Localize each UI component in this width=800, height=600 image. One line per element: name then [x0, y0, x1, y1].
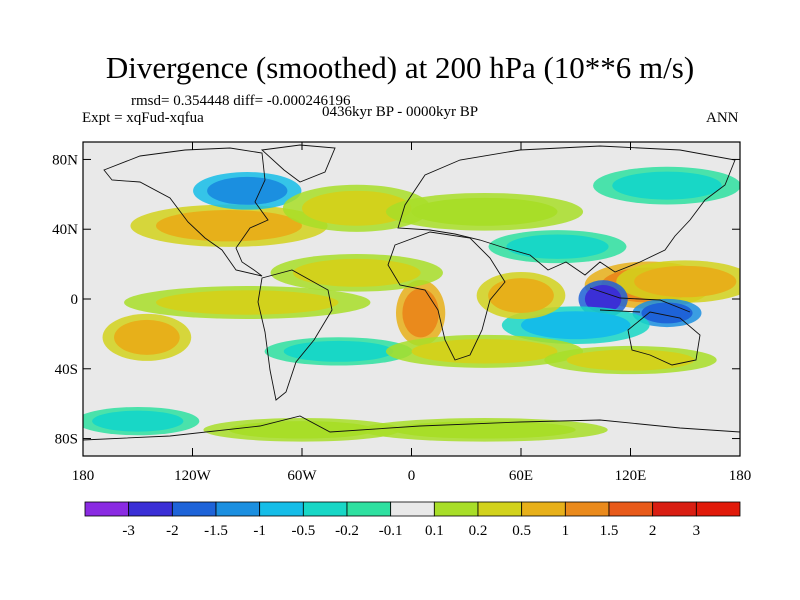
lon-label: 60E — [509, 468, 533, 484]
colorbar-label: -2 — [166, 523, 179, 539]
field-blob — [566, 349, 695, 371]
lon-label: 0 — [408, 468, 416, 484]
field-blob — [584, 285, 622, 313]
field-blob — [302, 190, 412, 226]
colorbar-box — [608, 501, 654, 517]
colorbar-box — [564, 501, 610, 517]
colorbar-box — [521, 501, 566, 517]
lon-label: 180 — [72, 468, 95, 484]
field-blob — [506, 234, 609, 259]
field-blob — [283, 340, 394, 362]
colorbar-label: -1 — [253, 523, 266, 539]
field-blob — [114, 319, 180, 355]
map-title: Divergence (smoothed) at 200 hPa (10**6 … — [105, 50, 695, 85]
coast-africa — [387, 231, 506, 361]
field-blob — [634, 265, 737, 298]
lon-label: 120E — [615, 468, 647, 484]
period-label: 0436kyr BP - 0000kyr BP — [322, 104, 479, 120]
lat-label: 80N — [52, 152, 78, 168]
lat-label: 80S — [55, 432, 78, 448]
colorbar-label: -0.1 — [379, 523, 403, 539]
colorbar-label: -3 — [122, 523, 135, 539]
field-blob — [411, 197, 558, 226]
field-blob — [207, 176, 288, 205]
field-blob — [156, 290, 339, 315]
colorbar-box — [84, 501, 130, 517]
colorbar-box — [128, 501, 173, 517]
colorbar-label: 1.5 — [600, 523, 619, 539]
colorbar: -3 -2 -1.5 -1 -0.5 -0.2 -0.1 0.1 0.2 0.5 1 1.5 2 3 — [84, 501, 741, 539]
colorbar-label: 3 — [693, 523, 701, 539]
field-blob — [292, 258, 421, 287]
lat-label: 40N — [52, 222, 78, 238]
field-blob — [92, 410, 184, 432]
field-blob — [612, 171, 722, 200]
colorbar-label: -1.5 — [204, 523, 228, 539]
colorbar-box — [215, 501, 261, 517]
lat-label: 40S — [55, 362, 78, 378]
field-blob — [402, 288, 439, 338]
coast-europe-asia — [397, 145, 736, 276]
season-label: ANN — [706, 110, 739, 126]
colorbar-box — [171, 501, 217, 517]
lon-label: 120W — [174, 468, 212, 484]
stats-line: rmsd= 0.354448 diff= -0.000246196 — [131, 93, 351, 109]
colorbar-label: 0.1 — [425, 523, 444, 539]
lat-label: 0 — [71, 292, 79, 308]
lon-label: 60W — [287, 468, 317, 484]
field-blob — [488, 278, 554, 313]
coast-australia — [627, 311, 701, 366]
colorbar-label: 1 — [562, 523, 570, 539]
colorbar-box — [390, 501, 435, 517]
field-blob — [411, 339, 558, 364]
coast-greenland — [260, 144, 336, 183]
colorbar-box — [477, 501, 523, 517]
colorbar-box — [652, 501, 697, 517]
coast-indonesia — [589, 287, 691, 313]
lon-label: 180 — [729, 468, 752, 484]
colorbar-box — [259, 501, 304, 517]
longitude-axis: 180 120W 60W 0 60E 120E 180 — [72, 142, 752, 484]
colorbar-box — [302, 501, 348, 517]
colorbar-box — [346, 501, 392, 517]
colorbar-box — [695, 501, 741, 517]
coastlines — [83, 144, 740, 441]
experiment-label: Expt = xqFud-xqfua — [82, 110, 204, 126]
coast-south-america — [257, 269, 333, 401]
colorbar-label: -0.2 — [335, 523, 359, 539]
colorbar-label: 0.2 — [469, 523, 488, 539]
field-blob — [156, 210, 302, 242]
colorbar-label: 0.5 — [512, 523, 531, 539]
colorbar-box — [433, 501, 479, 517]
coast-north-america — [103, 147, 269, 277]
field-blob — [521, 311, 631, 340]
coast-antarctica — [83, 415, 740, 441]
colorbar-label: 2 — [649, 523, 657, 539]
colorbar-label: -0.5 — [291, 523, 315, 539]
latitude-axis: 80N 40N 0 40S 80S — [52, 152, 740, 448]
field-blob — [229, 421, 375, 439]
